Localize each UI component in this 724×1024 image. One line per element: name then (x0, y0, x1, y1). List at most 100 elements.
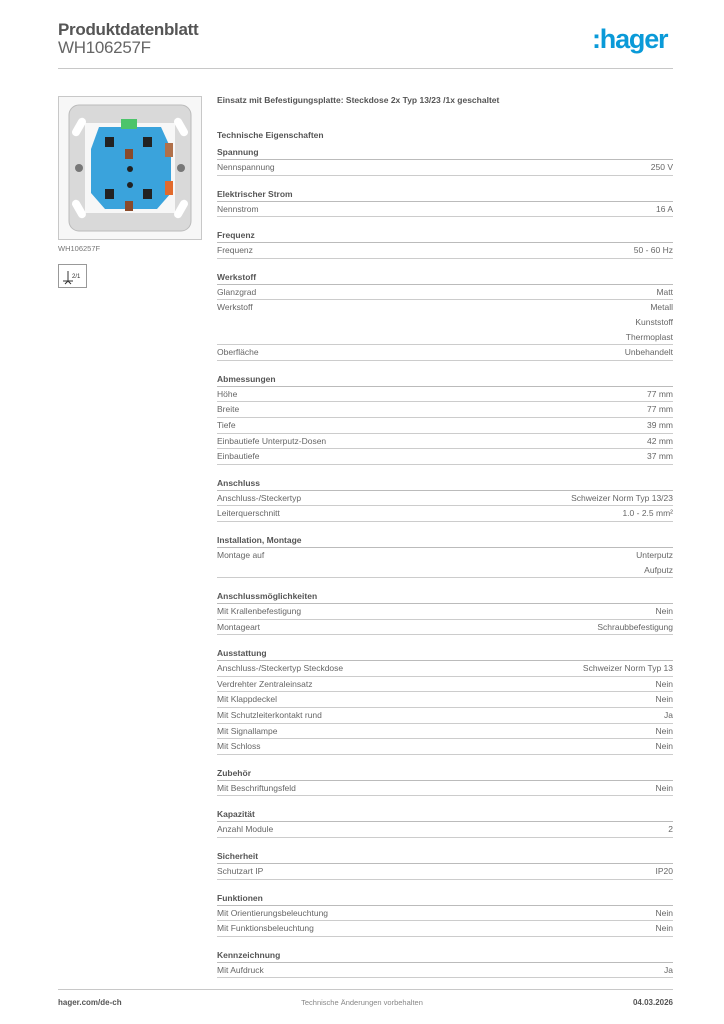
spec-section: Kennzeichnung Mit Aufdruck Ja (217, 948, 673, 979)
spec-value: Schraubbefestigung (597, 620, 673, 635)
spec-value: 77 mm (647, 387, 673, 402)
spec-row: Anschluss-/Steckertyp Schweizer Norm Typ … (217, 491, 673, 507)
spec-value-line: 77 mm (647, 388, 673, 399)
spec-value: Schweizer Norm Typ 13 (583, 661, 673, 676)
spec-row: Oberfläche Unbehandelt (217, 345, 673, 361)
spec-label: Anschluss-/Steckertyp Steckdose (217, 663, 344, 674)
spec-label: Mit Aufdruck (217, 964, 264, 975)
spec-label: Frequenz (217, 245, 253, 256)
spec-row: Montage auf Unterputz Aufputz (217, 548, 673, 579)
spec-value-line: 42 mm (647, 435, 673, 446)
spec-value-line: Nein (655, 606, 673, 617)
spec-value: 50 - 60 Hz (634, 243, 673, 258)
spec-value: Nein (656, 921, 673, 936)
spec-label: Werkstoff (217, 302, 253, 313)
section-title: Spannung (217, 145, 673, 160)
spec-value-line: 2 (668, 824, 673, 835)
spec-label: Anzahl Module (217, 824, 274, 835)
tech-heading: Technische Eigenschaften (217, 130, 324, 140)
spec-value-line: Matt (656, 286, 673, 297)
spec-value-line: 16 A (655, 203, 673, 214)
spec-row: Höhe 77 mm (217, 387, 673, 403)
spec-value: Nein (656, 906, 673, 921)
spec-row: Mit Schloss Nein (217, 739, 673, 755)
spec-label: Einbautiefe Unterputz-Dosen (217, 435, 327, 446)
spec-value-line: 250 V (650, 162, 673, 172)
section-title: Sicherheit (217, 849, 673, 865)
spec-label: Anschluss-/Steckertyp (217, 492, 302, 503)
spec-row: Mit Beschriftungsfeld Nein (217, 781, 673, 797)
footer-website-link[interactable]: hager.com/de-ch (58, 998, 122, 1007)
spec-label: Mit Schloss (217, 741, 261, 752)
spec-value-line: Unterputz (636, 549, 673, 560)
footer-note: Technische Änderungen vorbehalten (301, 998, 423, 1007)
spec-row: Mit Krallenbefestigung Nein (217, 604, 673, 620)
spec-label: Leiterquerschnitt (217, 508, 280, 519)
spec-value-line: Ja (664, 710, 673, 721)
spec-value-line: 50 - 60 Hz (633, 245, 673, 256)
spec-section: Abmessungen Höhe 77 mm Breite 77 mm Tiefe 39 m… (217, 372, 673, 465)
spec-value: 77 mm (647, 402, 673, 417)
header-divider (58, 68, 673, 69)
spec-value: 2 (668, 822, 673, 837)
spec-value-line: 37 mm (647, 451, 673, 462)
spec-section: Spannung Nennspannung 250 V (217, 145, 673, 176)
spec-label: Mit Beschriftungsfeld (217, 782, 296, 793)
section-title: Frequenz (217, 228, 673, 244)
spec-row: Mit Signallampe Nein (217, 724, 673, 740)
spec-label: Tiefe (217, 419, 236, 430)
section-title: Zubehör (217, 766, 673, 781)
spec-value: 42 mm (647, 434, 673, 449)
product-description: Einsatz mit Befestigungsplatte: Steckdos… (217, 95, 500, 105)
spec-row: Mit Schutzleiterkontakt rund Ja (217, 708, 673, 724)
spec-value-line: Schweizer Norm Typ 13 (582, 663, 673, 674)
spec-label: Nennstrom (217, 203, 259, 214)
spec-value-line: Nein (655, 741, 673, 752)
spec-value: Nein (656, 677, 673, 692)
spec-value-line: Nein (655, 923, 673, 934)
section-title: Ausstattung (217, 646, 673, 662)
spec-value-line: Nein (655, 694, 673, 705)
spec-value-line: Kunststoff (635, 316, 673, 327)
spec-section: Frequenz Frequenz 50 - 60 Hz (217, 228, 673, 259)
spec-section: Installation, Montage Montage auf Unterput… (217, 533, 673, 579)
spec-label: Oberfläche (217, 347, 259, 358)
spec-label: Mit Signallampe (217, 725, 278, 736)
spec-content: Einsatz mit Befestigungsplatte: Steckdos… (217, 95, 673, 979)
spec-value: Ja (664, 708, 673, 723)
spec-value: Ja (664, 963, 673, 978)
section-title: Funktionen (217, 891, 673, 906)
section-title: Elektrischer Strom (217, 187, 673, 202)
section-title: Abmessungen (217, 372, 673, 387)
spec-value: Nein (656, 692, 673, 707)
spec-row: Leiterquerschnitt 1.0 - 2.5 mm² (217, 506, 673, 522)
product-code: WH106257F (58, 38, 151, 57)
spec-value-line: Nein (655, 782, 673, 793)
footer-date: 04.03.2026 (632, 998, 673, 1007)
spec-row: Anzahl Module 2 (217, 822, 673, 839)
spec-row: Nennspannung 250 V (217, 160, 673, 176)
spec-label: Mit Schutzleiterkontakt rund (217, 710, 322, 721)
spec-value: 39 mm (647, 418, 673, 433)
spec-section: Sicherheit Schutzart IP IP20 (217, 849, 673, 880)
spec-row: Mit Funktionsbeleuchtung Nein (217, 921, 673, 937)
spec-value: 1.0 - 2.5 mm² (622, 506, 673, 521)
spec-label: Mit Klappdeckel (217, 694, 278, 705)
spec-value: 16 A (656, 202, 673, 217)
spec-label: Mit Krallenbefestigung (217, 606, 302, 617)
spec-value: 37 mm (647, 449, 673, 464)
spec-label: Nennspannung (217, 162, 275, 172)
spec-value-line: Metall (650, 302, 673, 313)
spec-value-line: Nein (655, 725, 673, 736)
spec-value: Nein (656, 604, 673, 619)
spec-section: Elektrischer Strom Nennstrom 16 A (217, 187, 673, 218)
spec-section: Ausstattung Anschluss-/Steckertyp Steckdo… (217, 646, 673, 755)
spec-row: Einbautiefe Unterputz-Dosen 42 mm (217, 434, 673, 450)
spec-value-line: Nein (655, 907, 673, 918)
spec-row: Einbautiefe 37 mm (217, 449, 673, 465)
spec-row: Breite 77 mm (217, 402, 673, 418)
spec-value: Nein (656, 781, 673, 796)
spec-value-line: Schraubbefestigung (597, 621, 673, 632)
spec-sections: Spannung Nennspannung 250 V Elektrischer St… (217, 145, 673, 979)
image-caption: WH106257F (58, 244, 101, 253)
